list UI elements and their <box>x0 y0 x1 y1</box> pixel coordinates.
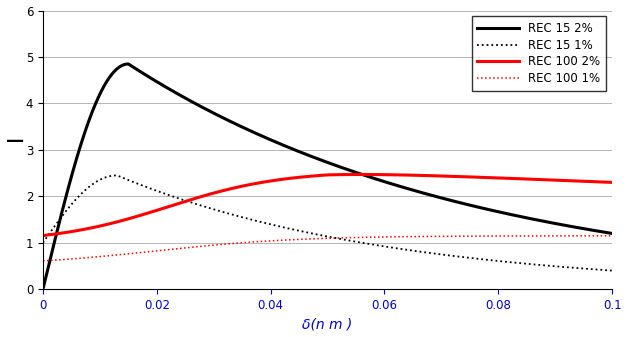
REC 100 1% <box>608 234 616 238</box>
REC 15 1% <box>608 269 616 273</box>
REC 100 1% <box>301 237 308 241</box>
Line: REC 15 1%: REC 15 1% <box>43 175 612 271</box>
REC 15 2% <box>40 287 47 291</box>
REC 15 1% <box>316 233 324 237</box>
REC 15 2% <box>488 208 495 212</box>
REC 100 2% <box>592 180 599 184</box>
REC 15 1% <box>488 258 495 262</box>
REC 15 2% <box>592 229 599 233</box>
REC 100 2% <box>608 180 616 184</box>
REC 100 1% <box>40 259 47 263</box>
REC 15 1% <box>113 173 120 177</box>
REC 100 1% <box>487 234 495 238</box>
REC 100 2% <box>592 180 599 184</box>
REC 100 2% <box>356 173 364 177</box>
REC 15 1% <box>68 202 76 206</box>
REC 100 2% <box>316 174 324 178</box>
Legend: REC 15 2%, REC 15 1%, REC 100 2%, REC 100 1%: REC 15 2%, REC 15 1%, REC 100 2%, REC 10… <box>472 17 606 91</box>
REC 15 2% <box>608 232 616 236</box>
REC 100 2% <box>40 234 47 238</box>
Line: REC 15 2%: REC 15 2% <box>43 64 612 289</box>
REC 100 1% <box>592 234 599 238</box>
REC 15 1% <box>592 268 599 272</box>
REC 15 2% <box>68 173 76 177</box>
REC 100 1% <box>68 257 76 261</box>
REC 100 2% <box>68 229 76 234</box>
REC 100 1% <box>591 234 599 238</box>
REC 15 1% <box>592 268 599 272</box>
REC 100 2% <box>488 176 495 180</box>
REC 100 1% <box>316 237 324 241</box>
REC 15 1% <box>40 241 47 245</box>
REC 15 2% <box>124 62 132 66</box>
Line: REC 100 1%: REC 100 1% <box>43 236 612 261</box>
REC 100 2% <box>301 175 308 179</box>
X-axis label: δ(n m ): δ(n m ) <box>302 317 352 332</box>
REC 15 1% <box>301 230 308 234</box>
REC 15 2% <box>592 229 599 233</box>
REC 15 2% <box>316 158 324 162</box>
Y-axis label: —: — <box>6 132 24 150</box>
REC 15 2% <box>301 152 308 156</box>
Line: REC 100 2%: REC 100 2% <box>43 175 612 236</box>
